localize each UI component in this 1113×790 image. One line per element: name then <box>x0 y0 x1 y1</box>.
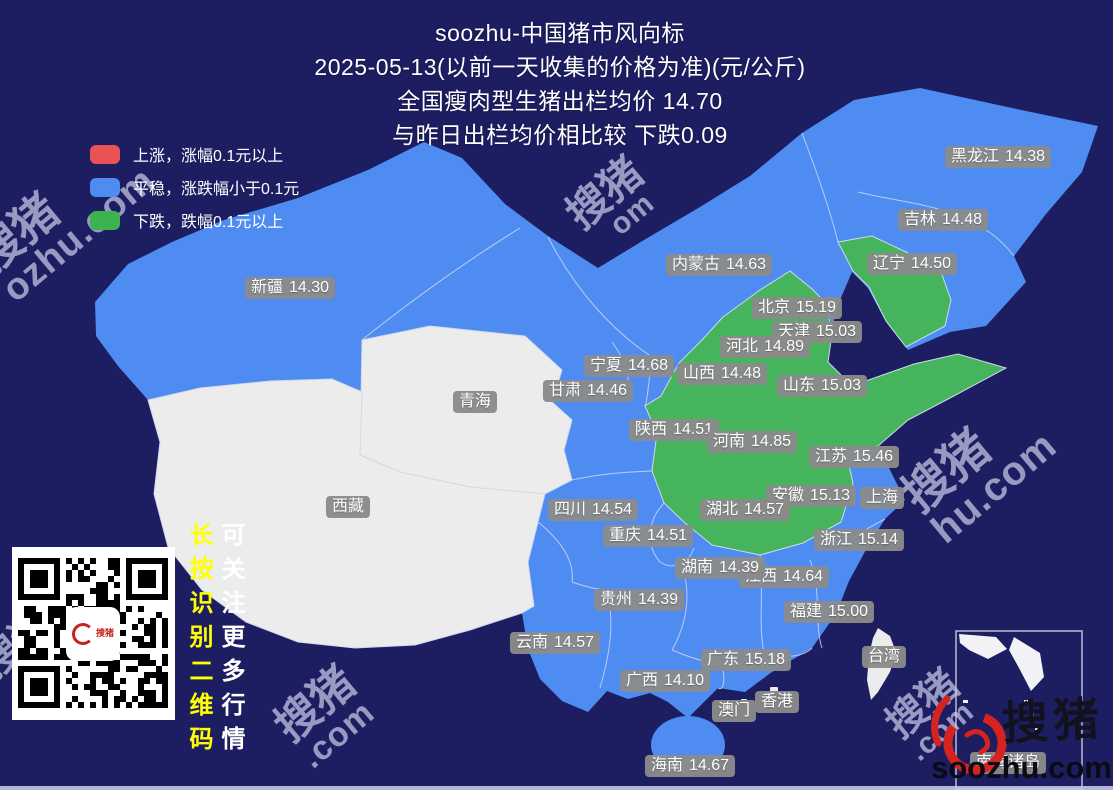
map-label-beijing: 北京 15.19 <box>751 297 843 319</box>
legend-swatch-stable <box>90 177 120 197</box>
map-label-guangdong: 广东 15.18 <box>700 649 792 671</box>
soozhu-logo-domain: soozhu.com <box>931 750 1112 785</box>
map-label-zhejiang: 浙江 15.14 <box>813 529 905 551</box>
legend-swatch-up <box>90 144 120 164</box>
map-label-macau: 澳门 <box>711 700 757 722</box>
map-label-xinjiang: 新疆 14.30 <box>244 277 336 299</box>
qr-code: 搜猪 <box>12 547 175 720</box>
map-label-jilin: 吉林 14.48 <box>897 209 989 231</box>
legend: 上涨，涨幅0.1元以上 平稳，涨跌幅小于0.1元 下跌，跌幅0.1元以上 <box>90 143 299 242</box>
map-label-neimenggu: 内蒙古 14.63 <box>665 254 773 276</box>
map-label-guizhou: 贵州 14.39 <box>593 589 685 611</box>
soozhu-logo-cn: 搜猪 <box>1000 691 1106 751</box>
map-label-chongqing: 重庆 14.51 <box>602 525 694 547</box>
title-line-change: 与昨日出栏均价相比较 下跌0.09 <box>392 122 728 148</box>
inset-islands <box>959 634 1007 659</box>
map-label-shanxi: 山西 14.48 <box>676 363 768 385</box>
legend-item-down: 下跌，跌幅0.1元以上 <box>90 209 299 231</box>
map-label-henan: 河南 14.85 <box>706 431 798 453</box>
legend-item-stable: 平稳，涨跌幅小于0.1元 <box>90 176 299 198</box>
map-label-hainan: 海南 14.67 <box>644 755 736 777</box>
map-label-hongkong: 香港 <box>754 691 800 713</box>
title-line-date: 2025-05-13(以前一天收集的价格为准)(元/公斤) <box>314 54 806 80</box>
map-label-sichuan: 四川 14.54 <box>547 499 639 521</box>
map-label-yunnan: 云南 14.57 <box>509 632 601 654</box>
map-label-qinghai: 青海 <box>452 391 498 413</box>
qr-center-logo: 搜猪 <box>68 609 118 659</box>
note-scan-qr: 长按识别二维码 <box>185 522 212 760</box>
map-label-guangxi: 广西 14.10 <box>619 670 711 692</box>
map-label-jiangsu: 江苏 15.46 <box>808 446 900 468</box>
map-label-hubei: 湖北 14.57 <box>699 499 791 521</box>
qr-badge-text: 搜猪 <box>95 628 114 639</box>
page-title: soozhu-中国猪市风向标 2025-05-13(以前一天收集的价格为准)(元… <box>160 16 960 152</box>
map-label-shandong: 山东 15.03 <box>776 375 868 397</box>
soozhu-logo-icon <box>931 695 1007 775</box>
qr-pattern <box>18 558 168 708</box>
map-label-shaanxi: 陕西 14.51 <box>628 419 720 441</box>
soozhu-mini-logo-icon <box>71 623 94 645</box>
map-label-gansu: 甘肃 14.46 <box>542 380 634 402</box>
region-hongkong <box>770 687 778 692</box>
inset-islands <box>1009 637 1044 691</box>
map-label-xizang: 西藏 <box>325 496 371 518</box>
map-label-taiwan: 台湾 <box>861 646 907 668</box>
note-follow-more: 可关注更多行情 <box>217 522 244 760</box>
map-label-liaoning: 辽宁 14.50 <box>866 253 958 275</box>
bottom-watermark-strip <box>0 786 1113 790</box>
legend-item-up: 上涨，涨幅0.1元以上 <box>90 143 299 165</box>
map-label-shanghai: 上海 <box>859 487 905 509</box>
legend-swatch-down <box>90 210 120 230</box>
legend-label-down: 下跌，跌幅0.1元以上 <box>133 214 284 231</box>
map-label-ningxia: 宁夏 14.68 <box>583 355 675 377</box>
map-label-heilongjiang: 黑龙江 14.38 <box>944 146 1052 168</box>
map-label-hebei: 河北 14.89 <box>719 336 811 358</box>
map-label-fujian: 福建 15.00 <box>783 601 875 623</box>
title-line-avg-price: 全国瘦肉型生猪出栏均价 14.70 <box>397 88 723 114</box>
legend-label-up: 上涨，涨幅0.1元以上 <box>133 148 284 165</box>
legend-label-stable: 平稳，涨跌幅小于0.1元 <box>133 181 300 198</box>
map-label-hunan: 湖南 14.39 <box>674 557 766 579</box>
title-line-brand: soozhu-中国猪市风向标 <box>435 20 685 46</box>
